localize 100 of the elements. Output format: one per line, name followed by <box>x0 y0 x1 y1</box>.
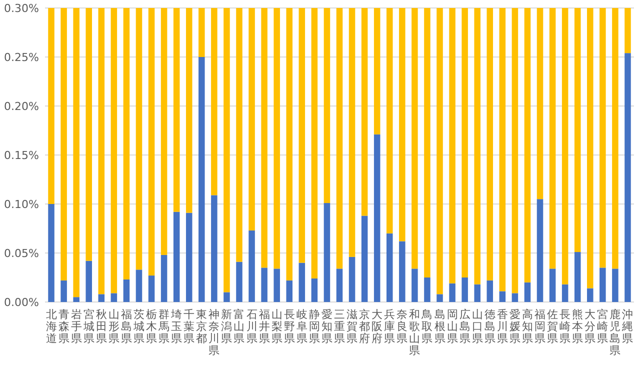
bar <box>549 8 556 269</box>
y-tick-label: 0.10% <box>4 198 39 211</box>
x-tick-label: 秋田県 <box>96 308 107 345</box>
bar <box>499 291 506 302</box>
bar <box>436 294 443 302</box>
bar <box>386 8 393 234</box>
y-tick-label: 0.05% <box>4 247 39 260</box>
bar <box>412 268 418 302</box>
x-tick-label: 富山県 <box>234 308 245 345</box>
x-tick-label: 鹿児島県 <box>610 308 621 357</box>
bar <box>462 8 468 278</box>
bar <box>224 8 230 292</box>
bar <box>148 276 155 302</box>
bar <box>261 8 268 268</box>
x-tick-label: 東京都 <box>196 308 208 345</box>
bar <box>549 268 556 302</box>
bar <box>248 8 255 230</box>
bar <box>361 8 368 216</box>
x-tick-label: 栃木県 <box>146 308 158 345</box>
bar <box>424 8 430 278</box>
y-tick-label: 0.20% <box>4 100 39 113</box>
bar <box>274 8 280 269</box>
bar <box>73 8 80 298</box>
bar <box>348 256 356 302</box>
x-tick-label: 高知県 <box>522 308 533 345</box>
bar <box>512 293 518 302</box>
bar <box>562 8 568 284</box>
bar <box>198 8 205 57</box>
bar <box>412 8 418 269</box>
bar <box>474 284 480 302</box>
y-tick-label: 0.00% <box>4 296 39 309</box>
bar <box>160 8 168 255</box>
bar <box>186 8 192 213</box>
bar <box>624 8 631 54</box>
x-tick-label: 群馬県 <box>158 308 170 345</box>
bar <box>73 297 80 302</box>
x-tick-label: 岩手県 <box>70 308 82 345</box>
bar <box>386 233 393 302</box>
bar <box>160 254 168 302</box>
bar <box>536 8 544 200</box>
bar <box>173 212 180 302</box>
x-tick-label: 福島県 <box>120 308 132 345</box>
bar <box>224 292 230 302</box>
bar <box>587 288 594 302</box>
x-tick-label: 広島県 <box>459 308 470 345</box>
bar <box>211 8 218 196</box>
bar <box>612 268 618 302</box>
bar <box>624 53 631 302</box>
x-tick-label: 長崎県 <box>560 308 571 345</box>
bar <box>186 212 192 302</box>
x-tick-label: 岐阜県 <box>296 308 308 345</box>
x-tick-label: 香川県 <box>496 308 508 345</box>
bar <box>486 280 494 302</box>
x-tick-label: 埼玉県 <box>170 308 182 345</box>
bar <box>173 8 180 212</box>
bar <box>348 8 356 257</box>
bar <box>86 260 92 302</box>
x-tick-label: 山口県 <box>472 308 483 345</box>
bar <box>211 195 218 302</box>
bar <box>612 8 618 269</box>
bar <box>562 284 568 302</box>
bar <box>361 216 368 302</box>
bar <box>286 8 293 280</box>
bar <box>324 8 330 204</box>
x-tick-label: 愛知県 <box>321 308 332 345</box>
x-tick-label: 石川県 <box>246 308 258 345</box>
bar <box>587 8 594 288</box>
y-tick-label: 0.30% <box>4 2 39 15</box>
bar <box>261 268 268 302</box>
bar <box>574 252 581 302</box>
x-tick-label: 静岡県 <box>308 308 320 345</box>
bar <box>311 278 318 302</box>
bar <box>110 293 118 302</box>
bar <box>486 8 494 280</box>
bar <box>123 279 130 302</box>
y-tick-label: 0.25% <box>4 51 39 64</box>
bar <box>524 282 531 302</box>
bar <box>98 8 105 294</box>
bar <box>324 203 330 302</box>
bar <box>449 283 456 302</box>
bar <box>60 8 67 280</box>
bar <box>399 8 406 242</box>
x-tick-label: 佐賀県 <box>547 308 558 345</box>
x-tick-label: 長野県 <box>284 308 295 345</box>
bar <box>48 8 54 204</box>
x-tick-label: 奈良県 <box>396 308 408 345</box>
bar <box>136 8 142 270</box>
x-tick-label: 山形県 <box>108 308 120 345</box>
x-tick-label: 新潟県 <box>221 308 232 345</box>
x-tick-label: 大分県 <box>584 308 596 345</box>
bar <box>298 262 306 302</box>
bar <box>512 8 518 294</box>
x-tick-label: 福井県 <box>258 308 270 345</box>
x-tick-label: 島根県 <box>434 308 446 345</box>
bar <box>374 8 380 134</box>
bar <box>474 8 480 284</box>
x-tick-label: 宮崎県 <box>597 308 608 345</box>
bar <box>148 8 155 276</box>
x-tick-label: 鳥取県 <box>420 308 433 345</box>
bar <box>86 8 92 261</box>
